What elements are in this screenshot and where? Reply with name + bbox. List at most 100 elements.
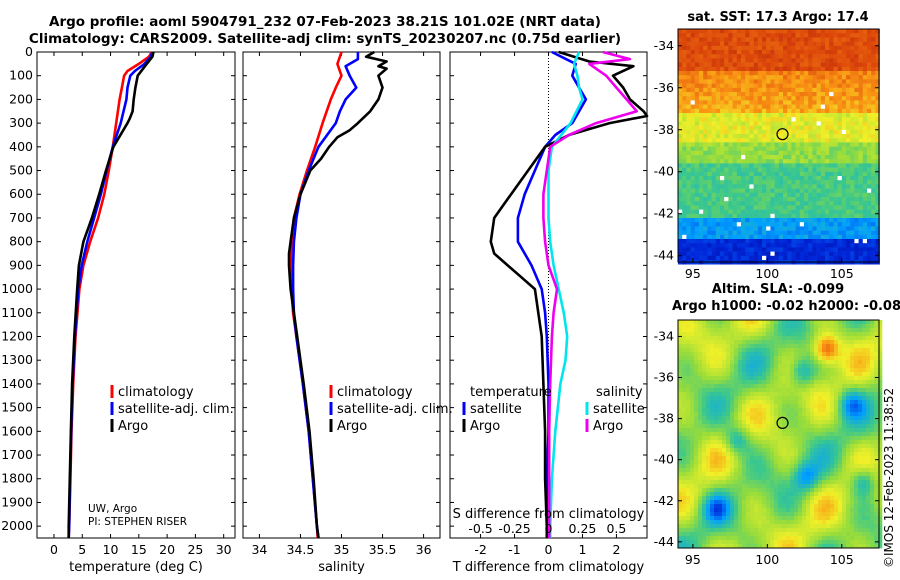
depth-tick-label: 1200: [1, 328, 33, 343]
map-cell: [753, 66, 759, 72]
map-cell: [867, 150, 872, 156]
map-cell: [841, 184, 847, 189]
map-cell: [732, 96, 738, 101]
map-cell: [854, 360, 859, 365]
map-cell: [682, 171, 687, 177]
map-cell: [710, 404, 715, 409]
map-cell: [846, 230, 851, 236]
map-cell: [774, 37, 780, 42]
map-cell: [694, 45, 700, 51]
map-cell: [753, 255, 759, 261]
map-cell: [782, 328, 787, 333]
map-cell: [787, 234, 792, 240]
map-cell: [854, 460, 859, 465]
map-cell: [799, 142, 805, 147]
map-cell: [734, 332, 739, 337]
map-cell: [825, 108, 830, 114]
map-cell: [720, 79, 725, 84]
map-cell: [834, 400, 839, 405]
map-cell: [732, 222, 738, 227]
map-cell: [878, 384, 883, 389]
map-cell: [732, 167, 738, 173]
map-cell: [854, 188, 859, 194]
map-cell: [783, 108, 788, 114]
map-cell: [728, 192, 733, 198]
map-cell: [812, 247, 817, 252]
map-cell: [686, 416, 691, 421]
map-cell: [678, 83, 683, 89]
map-cell: [726, 368, 731, 373]
map-cell: [791, 226, 796, 231]
map-cell: [722, 416, 727, 421]
map-cell: [802, 372, 807, 377]
map-cell: [846, 348, 851, 353]
map-cell: [846, 436, 851, 441]
map-cell: [833, 108, 838, 114]
map-cell: [732, 134, 738, 139]
map-cell: [707, 234, 712, 240]
map-cell: [816, 29, 822, 34]
map-cell: [728, 62, 733, 68]
map-cell: [757, 213, 763, 219]
map-cell: [783, 41, 788, 47]
map-cell: [862, 180, 868, 185]
map-cell: [758, 428, 763, 433]
map-cell: [812, 125, 817, 131]
map-cell: [841, 104, 847, 110]
map-cell: [694, 243, 700, 248]
map-cell: [854, 209, 859, 215]
map-cell: [795, 54, 801, 59]
map-cell: [778, 138, 784, 143]
map-cell: [678, 138, 683, 143]
map-cell: [734, 388, 739, 393]
map-cell: [741, 209, 746, 215]
map-cell: [854, 192, 859, 198]
map-cell: [678, 234, 683, 240]
map-cell: [762, 432, 767, 437]
map-cell: [808, 180, 813, 185]
map-cell: [762, 436, 767, 441]
map-cell: [742, 376, 747, 381]
map-cell: [834, 360, 839, 365]
map-cell: [718, 428, 723, 433]
map-cell: [826, 360, 831, 365]
map-cell: [702, 460, 707, 465]
map-cell: [720, 146, 725, 152]
map-cell: [804, 243, 809, 248]
map-cell: [711, 226, 717, 231]
map-cell: [791, 41, 796, 47]
map-cell: [774, 167, 780, 173]
map-cell: [786, 428, 791, 433]
map-cell: [818, 428, 823, 433]
map-cell: [846, 71, 851, 76]
map-cell: [738, 468, 743, 473]
map-cell: [754, 324, 759, 329]
map-cell: [702, 424, 707, 429]
map-cell: [786, 408, 791, 413]
map-cell: [682, 129, 687, 135]
map-cell: [778, 239, 784, 244]
map-cell: [838, 376, 843, 381]
map-cell: [814, 468, 819, 473]
map-cell: [862, 45, 868, 51]
map-cell: [749, 87, 754, 93]
map-cell: [715, 201, 721, 206]
map-cell: [806, 372, 811, 377]
map-cell: [690, 324, 695, 329]
map-cell: [753, 104, 759, 110]
map-cell: [786, 348, 791, 353]
map-cell: [830, 444, 835, 449]
map-cell: [846, 129, 851, 135]
map-cell: [778, 368, 783, 373]
map-cell: [841, 142, 847, 147]
map-cell: [841, 222, 847, 227]
map-cell: [720, 209, 725, 215]
map-cell: [783, 155, 788, 160]
map-cell: [810, 468, 815, 473]
map-cell: [745, 171, 750, 177]
map-cell: [690, 71, 696, 76]
map-cell: [728, 180, 733, 185]
map-cell: [770, 62, 775, 68]
map-cell: [825, 54, 830, 59]
x-tick-label: 34.5: [287, 542, 315, 557]
